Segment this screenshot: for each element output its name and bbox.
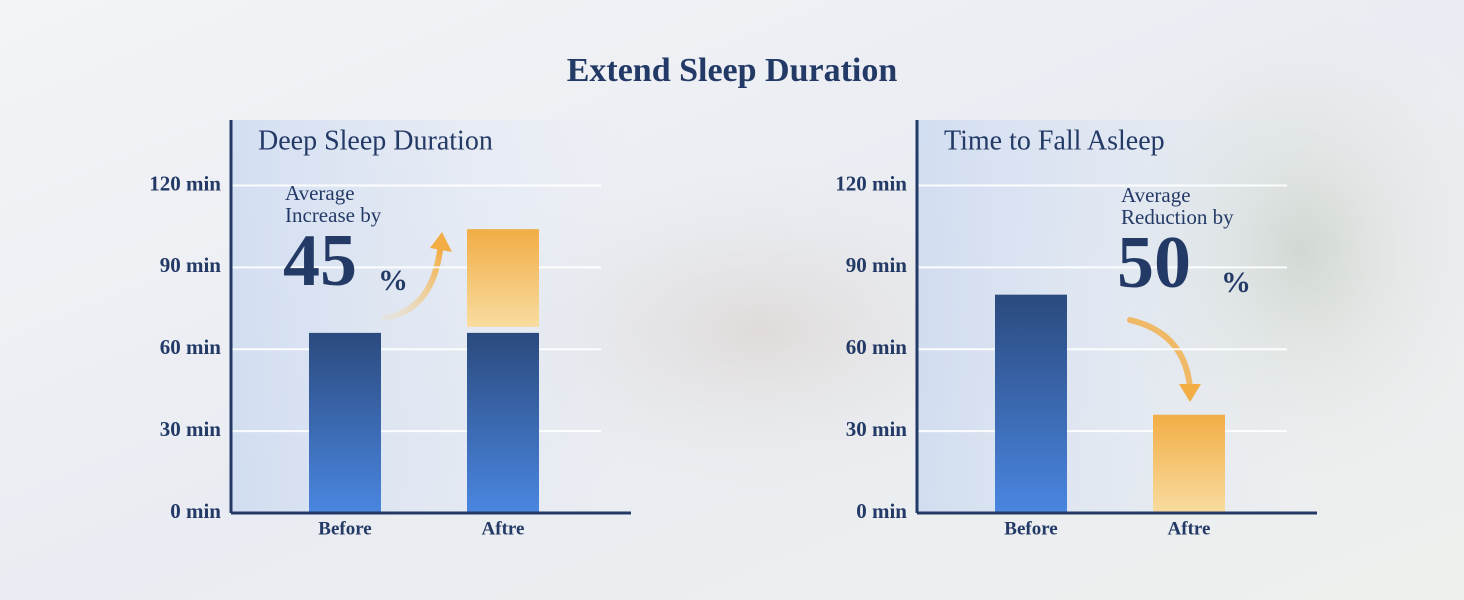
annotation-text: Reduction by xyxy=(1121,205,1234,229)
y-tick-label: 120 min xyxy=(835,171,907,195)
x-tick-label: Before xyxy=(1004,518,1057,539)
annotation-value: 50 xyxy=(1117,222,1191,304)
bar xyxy=(467,229,539,327)
x-tick-label: Aftre xyxy=(1168,518,1211,539)
bar xyxy=(1153,414,1225,513)
annotation-value: 45 xyxy=(283,220,357,302)
y-tick-label: 30 min xyxy=(160,417,222,441)
y-tick-label: 120 min xyxy=(149,171,221,195)
charts: Deep Sleep Duration 0 min 30 min 60 min 90 m… xyxy=(149,120,1317,539)
y-tick-label: 0 min xyxy=(856,499,907,523)
y-tick-label: 60 min xyxy=(846,335,908,359)
reduction-arrow xyxy=(1127,317,1193,391)
bar xyxy=(309,332,381,513)
annotation-text: Average xyxy=(285,181,355,205)
y-tick-label: 30 min xyxy=(846,417,908,441)
reduction-arrowhead xyxy=(1179,384,1201,402)
bar xyxy=(467,332,539,513)
annotation-text: Average xyxy=(1121,183,1191,207)
y-tick-label: 60 min xyxy=(160,335,222,359)
increase-arrow xyxy=(382,247,443,321)
annotation-unit: % xyxy=(378,264,408,297)
x-tick-label: Aftre xyxy=(482,518,525,539)
annotation-unit: % xyxy=(1221,266,1251,299)
y-tick-label: 0 min xyxy=(170,499,221,523)
chart-title: Deep Sleep Duration xyxy=(258,125,493,156)
page-title: Extend Sleep Duration xyxy=(567,52,898,89)
chart-panel xyxy=(917,120,1317,513)
bar xyxy=(995,294,1067,513)
annotation-text: Increase by xyxy=(285,203,382,227)
x-tick-label: Before xyxy=(318,518,371,539)
chart-panel xyxy=(231,120,631,513)
y-tick-label: 90 min xyxy=(160,253,222,277)
chart-title: Time to Fall Asleep xyxy=(944,125,1165,156)
y-tick-label: 90 min xyxy=(846,253,908,277)
increase-arrowhead xyxy=(430,232,452,252)
